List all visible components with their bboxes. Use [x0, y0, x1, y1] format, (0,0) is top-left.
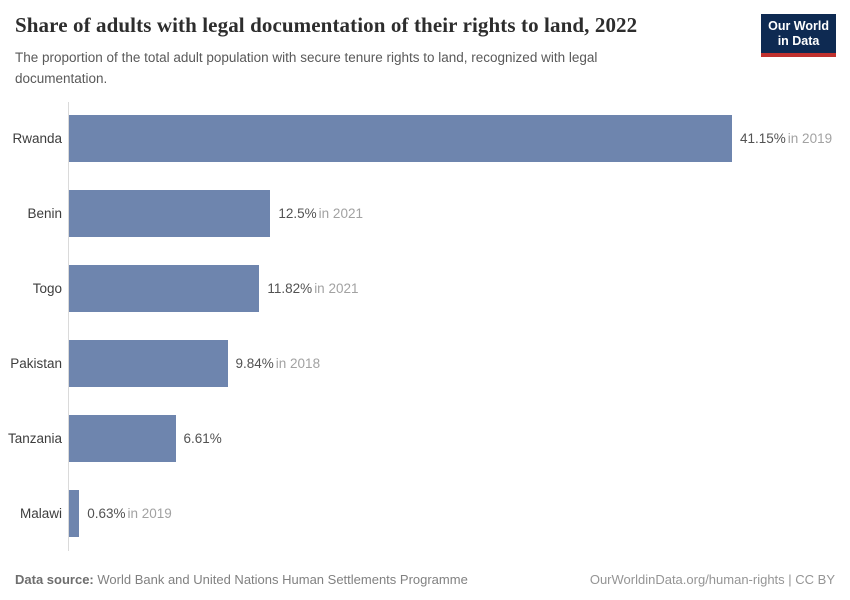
value-label-group: 6.61% — [184, 431, 222, 446]
value-label: 11.82% — [267, 281, 313, 296]
y-axis-line — [68, 102, 69, 551]
chart-row: Malawi 0.63% in 2019 — [0, 476, 850, 551]
chart-header: Share of adults with legal documentation… — [15, 13, 755, 89]
data-source-value: World Bank and United Nations Human Sett… — [97, 572, 468, 587]
chart-row: Togo 11.82% in 2021 — [0, 251, 850, 326]
bar[interactable] — [69, 340, 228, 387]
bar[interactable] — [69, 115, 732, 162]
category-label: Pakistan — [10, 356, 62, 371]
category-label: Rwanda — [12, 131, 62, 146]
category-label: Benin — [27, 206, 62, 221]
bar-chart: Rwanda 41.15% in 2019 Benin 12.5% in 2021 Togo… — [0, 101, 850, 551]
chart-row: Tanzania 6.61% — [0, 401, 850, 476]
year-label: in 2019 — [787, 131, 833, 146]
chart-row: Rwanda 41.15% in 2019 — [0, 101, 850, 176]
value-label: 0.63% — [87, 506, 126, 521]
bar[interactable] — [69, 190, 271, 237]
year-label: in 2021 — [318, 206, 363, 221]
value-label-group: 9.84% in 2018 — [236, 356, 321, 371]
chart-subtitle: The proportion of the total adult popula… — [15, 50, 598, 86]
chart-title: Share of adults with legal documentation… — [15, 13, 638, 37]
year-label: in 2019 — [127, 506, 172, 521]
owid-logo: Our World in Data — [761, 14, 836, 57]
owid-logo-line1: Our World — [768, 19, 829, 33]
data-source: Data source: World Bank and United Natio… — [15, 572, 468, 587]
chart-row: Benin 12.5% in 2021 — [0, 176, 850, 251]
category-label: Tanzania — [7, 431, 62, 446]
year-label: in 2018 — [275, 356, 321, 371]
value-label: 6.61% — [183, 431, 222, 446]
value-label-group: 11.82% in 2021 — [267, 281, 358, 296]
value-label-group: 41.15% in 2019 — [740, 131, 832, 146]
bar[interactable] — [69, 265, 260, 312]
attribution: OurWorldinData.org/human-rights | CC BY — [589, 572, 835, 587]
year-label: in 2021 — [314, 281, 359, 296]
value-label: 41.15% — [740, 131, 786, 146]
bar[interactable] — [69, 415, 176, 462]
category-label: Malawi — [19, 506, 62, 521]
value-label-group: 0.63% in 2019 — [87, 506, 172, 521]
owid-logo-line2: in Data — [777, 34, 820, 48]
value-label-group: 12.5% in 2021 — [278, 206, 363, 221]
chart-footer: Data source: World Bank and United Natio… — [15, 572, 835, 587]
data-source-label: Data source: — [15, 572, 94, 587]
value-label: 9.84% — [235, 356, 274, 371]
value-label: 12.5% — [278, 206, 317, 221]
bar[interactable] — [69, 490, 80, 537]
chart-row: Pakistan 9.84% in 2018 — [0, 326, 850, 401]
category-label: Togo — [32, 281, 62, 296]
